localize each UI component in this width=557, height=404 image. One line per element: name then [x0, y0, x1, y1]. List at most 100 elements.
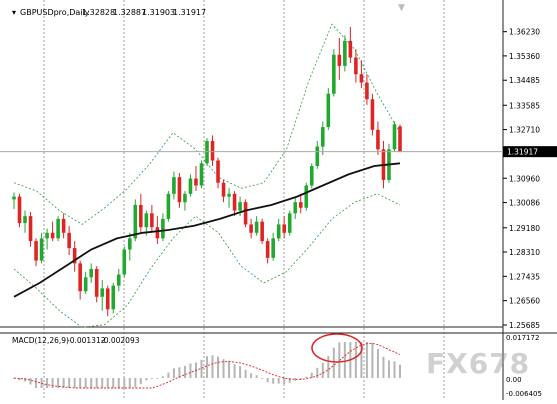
- price-axis[interactable]: 1.36230 1.35360 1.34485 1.33585 1.32710 1.309…: [503, 28, 540, 330]
- candle-body: [326, 93, 331, 128]
- candle-body: [293, 202, 298, 214]
- macd-bar: [95, 378, 98, 388]
- macd-bar: [206, 356, 208, 378]
- current-price-label: 1.31917: [507, 148, 538, 157]
- macd-bar: [222, 359, 225, 378]
- macd-bar: [73, 378, 76, 388]
- candle-body: [343, 40, 347, 66]
- macd-bar: [189, 363, 192, 378]
- macd-bar: [354, 342, 357, 378]
- candle-body: [232, 193, 237, 211]
- macd-bar: [261, 378, 264, 379]
- candle-body: [365, 82, 369, 100]
- candle-body: [161, 218, 165, 239]
- candle-body: [89, 268, 93, 278]
- macd-bar: [288, 378, 291, 383]
- candle-body: [28, 216, 33, 242]
- macd-bar: [128, 378, 131, 388]
- macd-bar: [123, 378, 126, 388]
- macd-bar: [24, 378, 27, 382]
- candle-body: [144, 213, 149, 228]
- candle-body: [354, 57, 358, 75]
- macd-bar: [29, 378, 32, 385]
- ohlc-close: 1.31917: [173, 8, 206, 17]
- macd-bar: [167, 372, 170, 378]
- candle-body: [276, 224, 281, 239]
- candle-body: [116, 274, 121, 286]
- macd-bar: [139, 378, 142, 385]
- candle-body: [83, 277, 88, 292]
- moving-average-line: [13, 162, 401, 298]
- macd-bar: [327, 356, 330, 378]
- candle-body: [398, 126, 402, 152]
- macd-bar: [228, 361, 231, 378]
- candle-body: [139, 204, 143, 228]
- macd-bar: [277, 378, 280, 384]
- macd-bar: [382, 356, 385, 378]
- macd-bar: [106, 378, 109, 388]
- macd-bar: [239, 366, 242, 378]
- macd-bar: [90, 378, 93, 388]
- macd-bar: [233, 364, 236, 378]
- macd-bar: [101, 378, 104, 388]
- macd-axis-zero: 0.00: [506, 376, 522, 384]
- candle-body: [337, 54, 342, 66]
- candle-body: [67, 232, 71, 249]
- candle-body: [155, 227, 160, 239]
- macd-bar: [150, 378, 153, 379]
- macd-label: MACD(12,26,9): [12, 336, 69, 345]
- candle-body: [172, 177, 176, 194]
- candle-body: [282, 224, 286, 233]
- macd-bar: [294, 378, 297, 381]
- macd-axis-min: -0.006405: [506, 390, 542, 398]
- macd-bar: [18, 378, 21, 381]
- candle-body: [17, 196, 22, 224]
- macd-histogram: [13, 342, 401, 388]
- price-tick-label: 1.36230: [509, 28, 540, 37]
- candle-body: [221, 182, 226, 197]
- candle-body: [254, 221, 259, 233]
- candle-body: [12, 196, 16, 200]
- candle-body: [23, 216, 27, 224]
- macd-bar: [172, 368, 175, 378]
- candle-body: [56, 218, 60, 239]
- candle-body: [183, 193, 187, 203]
- macd-bar: [343, 342, 346, 378]
- candle-body: [199, 163, 204, 186]
- macd-bar: [68, 378, 71, 388]
- shift-marker-icon[interactable]: ▼: [398, 3, 405, 13]
- price-tick-label: 1.27435: [509, 272, 540, 281]
- macd-bar: [371, 342, 374, 378]
- candle-body: [194, 178, 198, 186]
- candle-body: [304, 185, 309, 208]
- candle-body: [128, 238, 132, 250]
- macd-bar: [211, 355, 214, 378]
- candle-body: [72, 248, 77, 264]
- candle-body: [78, 263, 82, 292]
- price-tick-label: 1.30960: [509, 174, 540, 183]
- macd-bar: [393, 361, 396, 378]
- price-tick-label: 1.34485: [509, 76, 540, 85]
- ohlc-high: 1.32887: [113, 8, 146, 17]
- candle-body: [298, 202, 303, 208]
- candle-body: [348, 40, 353, 58]
- macd-bar: [244, 369, 247, 378]
- candle-body: [287, 213, 292, 233]
- macd-bar: [79, 378, 82, 388]
- price-tick-label: 1.26560: [509, 297, 540, 306]
- candle-body: [61, 218, 66, 233]
- candle-body: [309, 166, 314, 186]
- macd-bar: [310, 372, 313, 378]
- candle-body: [227, 193, 231, 197]
- macd-bar: [399, 364, 401, 378]
- macd-bar: [145, 378, 148, 381]
- macd-bar: [117, 378, 120, 388]
- candle-body: [392, 124, 397, 150]
- highlight-circle: [311, 333, 363, 363]
- symbol-title: GBPUSDpro,Daily: [20, 8, 90, 17]
- candle-body: [105, 288, 110, 310]
- macd-bar: [332, 347, 335, 378]
- grid-lines: [43, 0, 445, 400]
